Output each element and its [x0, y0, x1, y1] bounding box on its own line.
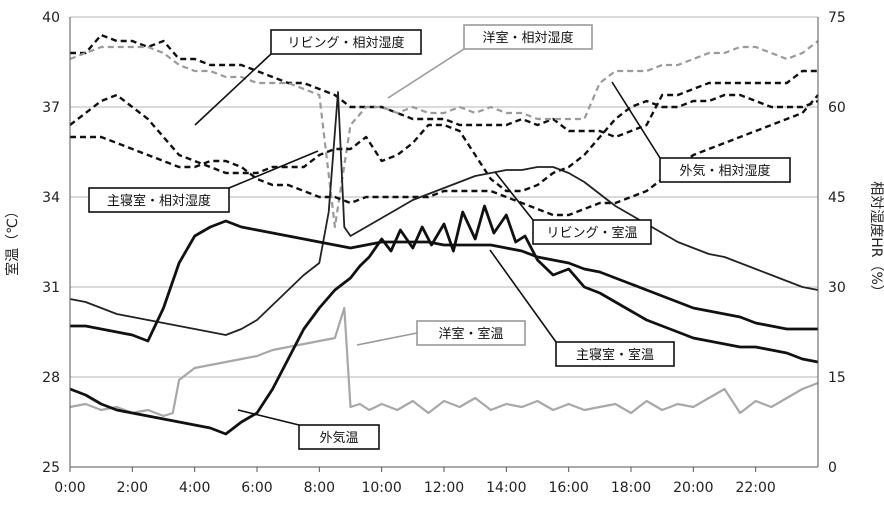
- x-tick-label: 20:00: [673, 480, 713, 496]
- annotation-label: 主寝室・室温: [576, 347, 654, 363]
- series-line-4: [69, 91, 819, 336]
- y-left-tick-label: 40: [42, 10, 60, 26]
- y-left-tick-label: 31: [42, 280, 60, 296]
- series-line-1: [69, 40, 819, 229]
- y-left-tick-label: 34: [42, 190, 60, 206]
- annotation-leader: [489, 249, 557, 343]
- x-tick-label: 22:00: [735, 480, 775, 496]
- series-layer: [69, 33, 819, 436]
- x-tick-label: 2:00: [117, 480, 148, 496]
- annotation-label: 洋室・相対湿度: [482, 30, 573, 46]
- annotation-box: [416, 320, 526, 346]
- series-line-7: [69, 204, 819, 436]
- annotation-label: リビング・室温: [546, 225, 637, 241]
- series-line-6: [69, 306, 819, 418]
- annotation-label: 主寝室・相対湿度: [107, 193, 211, 209]
- x-tick-label: 6:00: [241, 480, 272, 496]
- annotation-leader: [228, 150, 319, 189]
- axes: 25 28 31 34 37 40 0 15 30 45 60 75 0:00 2:00 4:00 6:00 8…: [42, 10, 846, 496]
- annotation-label: 外気温: [319, 430, 358, 446]
- annotation-box: [270, 29, 422, 55]
- annotation-label: 外気・相対湿度: [679, 163, 770, 179]
- x-tick-label: 12:00: [424, 480, 464, 496]
- x-tick-label: 16:00: [548, 480, 588, 496]
- annotation-box: [555, 341, 675, 367]
- x-tick-label: 14:00: [486, 480, 526, 496]
- x-tick-label: 0:00: [54, 480, 85, 496]
- y-left-tick-label: 25: [42, 460, 60, 476]
- series-line-3: [70, 94, 819, 217]
- y-left-tick-label: 28: [42, 370, 60, 386]
- y-right-tick-label: 60: [828, 100, 846, 116]
- y-axis-left-label: 室温（℃）: [4, 204, 21, 276]
- annotation-box: [659, 157, 791, 183]
- x-tick-label: 18:00: [611, 480, 651, 496]
- annotation-box: [463, 24, 593, 50]
- y-left-tick-label: 37: [42, 100, 60, 116]
- annotation-leader: [237, 409, 300, 426]
- y-right-tick-label: 75: [828, 10, 846, 26]
- y-right-tick-label: 15: [828, 370, 846, 386]
- annotation-leader: [356, 332, 418, 346]
- annotation-leader: [194, 53, 272, 126]
- annotation-label: リビング・相対湿度: [287, 35, 404, 51]
- x-tick-label: 8:00: [304, 480, 335, 496]
- series-line-5: [70, 219, 818, 343]
- annotation-leader: [611, 81, 661, 159]
- y-axis-right-label: 相対湿度HR（%）: [868, 181, 884, 299]
- x-tick-label: 4:00: [179, 480, 210, 496]
- annotation-box: [88, 187, 230, 213]
- y-right-tick-label: 45: [828, 190, 846, 206]
- annotation-box: [532, 219, 652, 245]
- series-line-0: [70, 33, 818, 139]
- x-tick-label: 10:00: [361, 480, 401, 496]
- annotation-leader: [387, 48, 465, 99]
- y-right-tick-label: 30: [828, 280, 846, 296]
- annotation-label: 洋室・室温: [438, 326, 503, 342]
- series-line-2: [69, 93, 819, 193]
- annotation-leader: [494, 171, 534, 221]
- annotation-box: [298, 424, 380, 450]
- y-right-tick-label: 0: [828, 460, 837, 476]
